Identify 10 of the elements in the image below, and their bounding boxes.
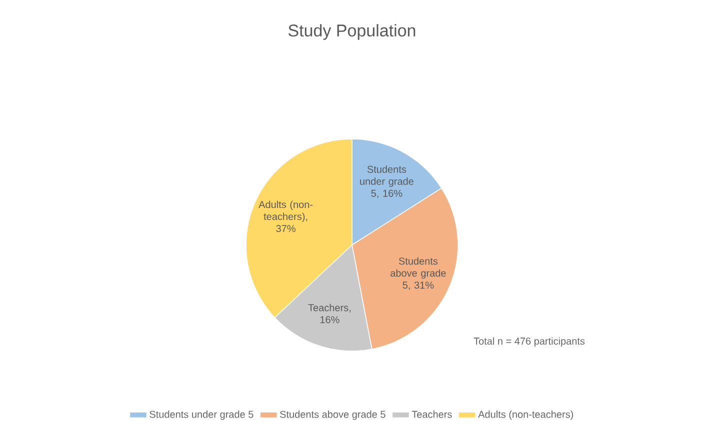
data-label: Students above grade 5, 31% <box>390 257 446 290</box>
legend-label: Students above grade 5 <box>280 410 386 420</box>
chart-title: Study Population <box>288 24 416 40</box>
legend-label: Teachers <box>412 410 452 418</box>
text: Total n = 476 participants <box>474 337 585 347</box>
data-label: Students under grade 5, 16% <box>360 166 414 198</box>
data-label: Adults (non-teachers), 37% <box>258 200 313 232</box>
data-label: Teachers, 16% <box>308 304 350 324</box>
legend-label: Adults (non-teachers) <box>478 410 574 420</box>
legend-label: Students under grade 5 <box>150 410 254 420</box>
